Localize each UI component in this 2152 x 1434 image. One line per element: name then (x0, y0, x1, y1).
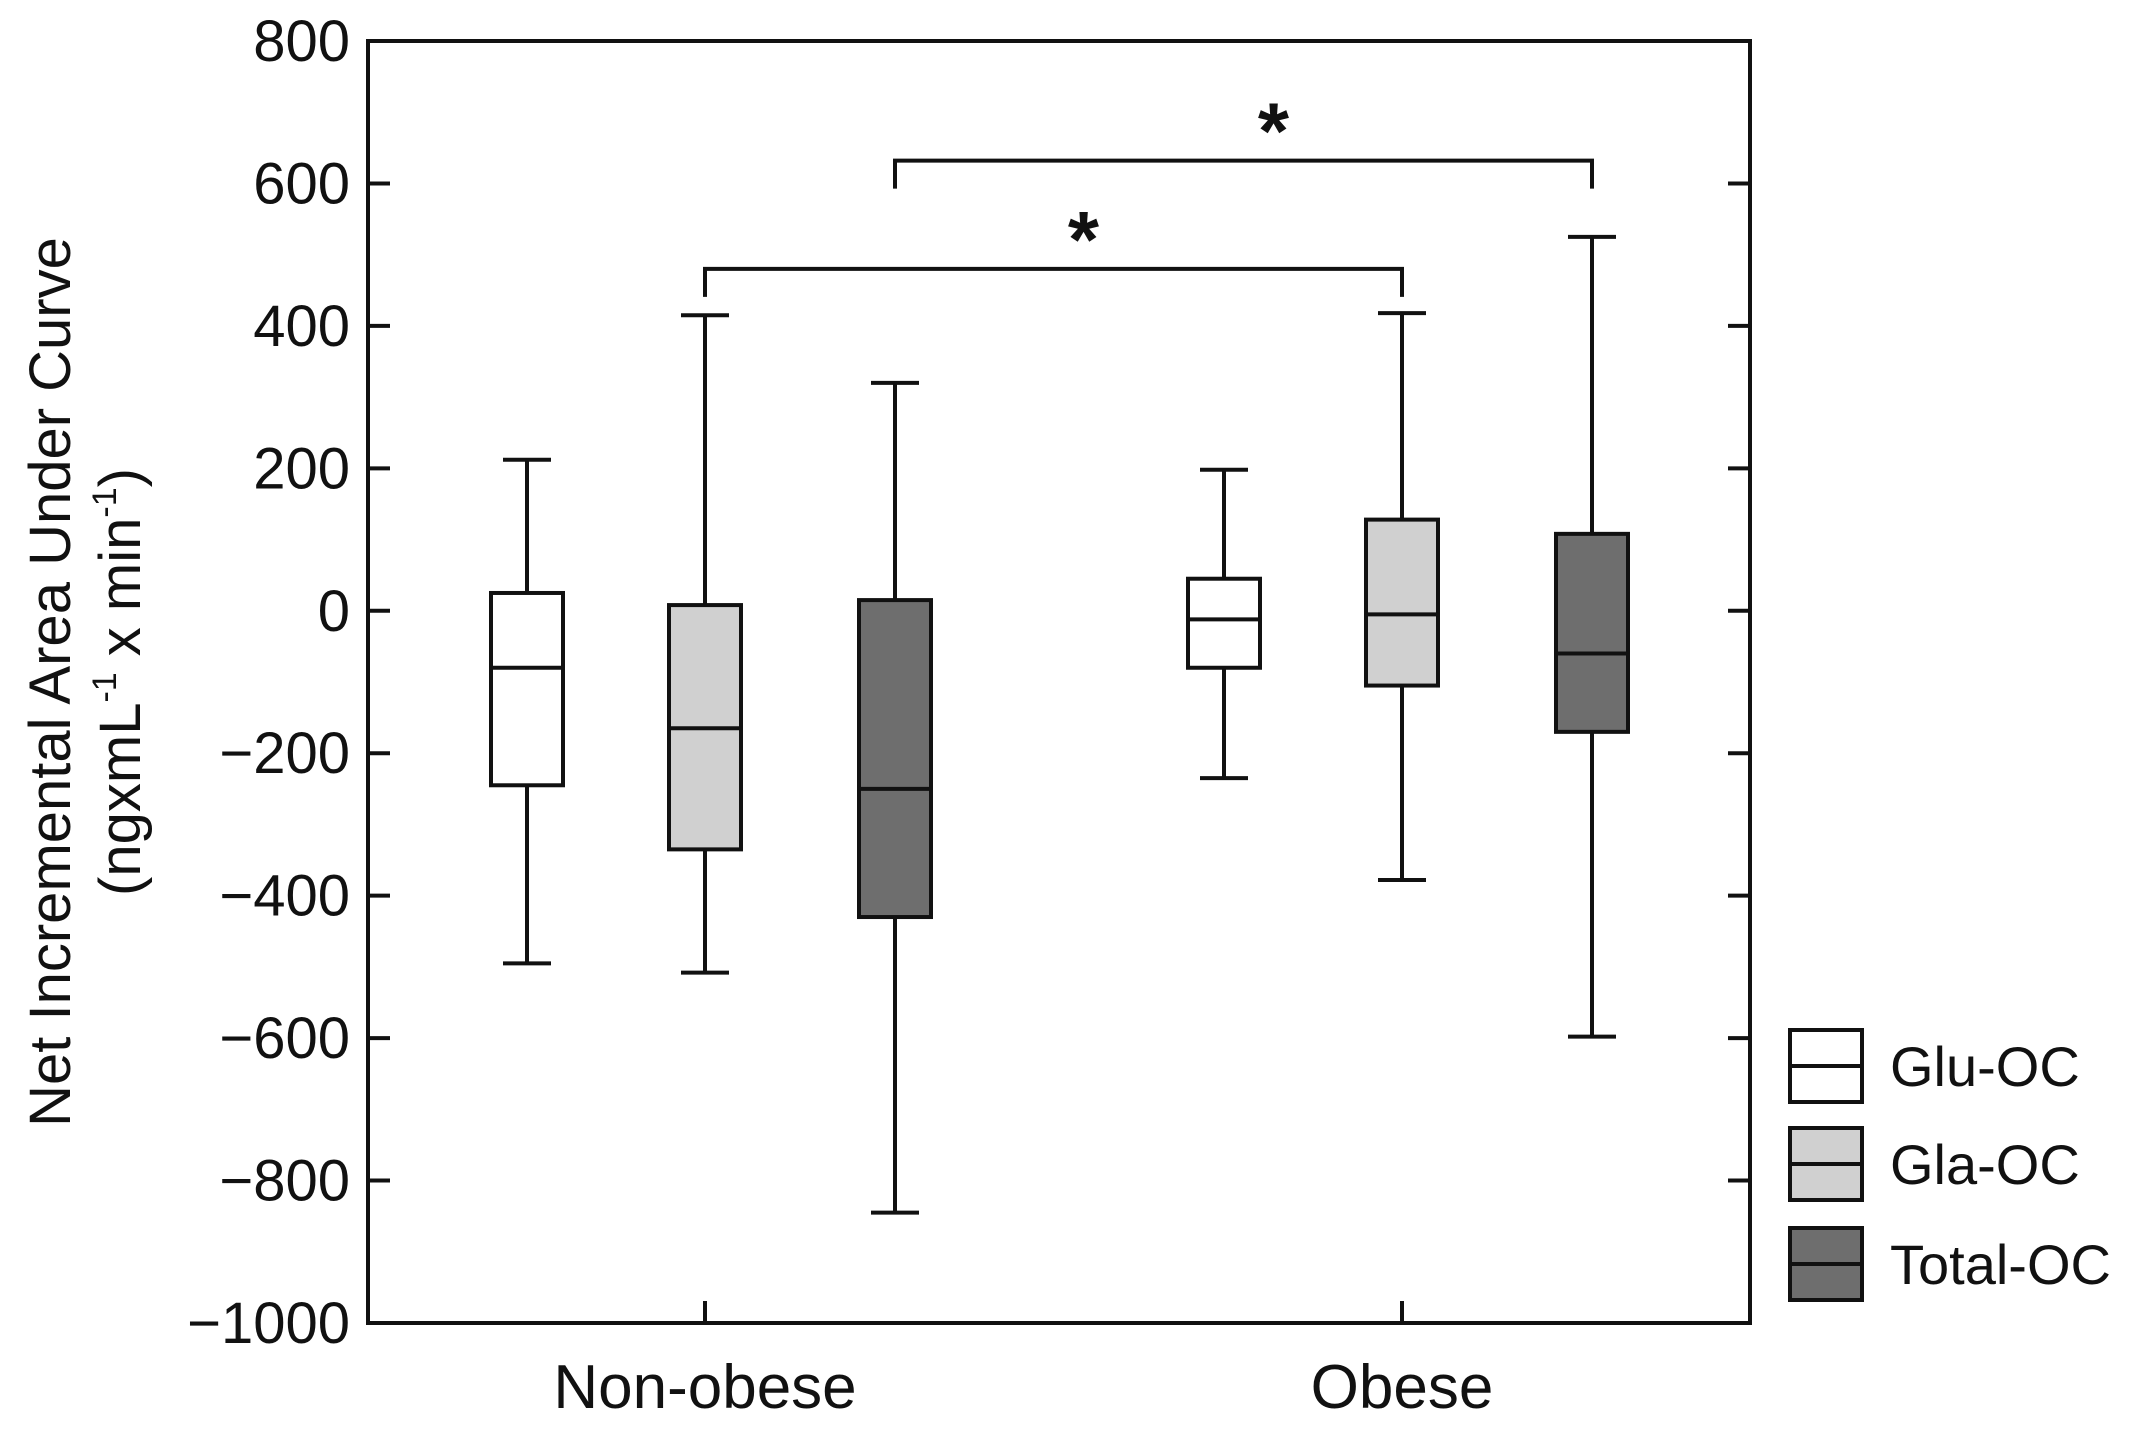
y-tick-label: −200 (219, 721, 350, 786)
box-iqr (859, 600, 931, 917)
y-axis-label-unit-post: ) (88, 468, 153, 487)
legend-item-gla-oc: Gla-OC (1790, 1128, 2080, 1200)
significance-bracket: * (705, 195, 1402, 297)
box-iqr (1366, 520, 1438, 686)
box-series (491, 237, 1628, 1213)
legend-label: Gla-OC (1890, 1133, 2080, 1196)
y-tick-label: 600 (253, 151, 350, 216)
y-axis-label-unit-mid: x min (88, 518, 153, 673)
box-gla-oc-obese (1366, 313, 1438, 880)
box-total-oc-obese (1556, 237, 1628, 1037)
y-tick-label: 400 (253, 294, 350, 359)
box-iqr (1556, 534, 1628, 732)
significance-star: * (1068, 195, 1100, 284)
y-axis-ticks (368, 41, 1750, 1323)
plot-area-frame (368, 41, 1750, 1323)
box-glu-oc-obese (1188, 470, 1260, 778)
x-axis-category-labels: Non-obese Obese (553, 1353, 1493, 1422)
significance-annotations: ** (705, 87, 1592, 297)
y-axis-tick-labels: 800 600 400 200 0 −200 −400 −600 −800 −1000 (187, 9, 350, 1356)
y-axis-label-sup1: -1 (86, 672, 124, 702)
y-axis-label: Net Incremental Area Under Curve (ngxmL-… (18, 237, 153, 1127)
legend-item-total-oc: Total-OC (1790, 1228, 2111, 1300)
y-tick-label: −400 (219, 864, 350, 929)
legend-item-glu-oc: Glu-OC (1790, 1030, 2080, 1102)
box-plot-chart: 800 600 400 200 0 −200 −400 −600 −800 −1000 Non-o… (0, 0, 2152, 1434)
y-tick-label: −800 (219, 1149, 350, 1214)
y-tick-label: −600 (219, 1006, 350, 1071)
box-total-oc-non-obese (859, 383, 931, 1213)
significance-star: * (1258, 87, 1290, 176)
legend-label: Total-OC (1890, 1233, 2111, 1296)
x-axis-ticks (705, 1301, 1402, 1323)
x-category-label-obese: Obese (1311, 1353, 1494, 1422)
box-glu-oc-non-obese (491, 460, 563, 964)
x-category-label-non-obese: Non-obese (553, 1353, 856, 1422)
y-axis-label-unit-pre: (ngxmL (88, 703, 153, 896)
y-tick-label: 0 (318, 579, 350, 644)
legend-label: Glu-OC (1890, 1035, 2080, 1098)
bracket-line (705, 269, 1402, 297)
y-tick-label: 200 (253, 436, 350, 501)
box-gla-oc-non-obese (669, 315, 741, 972)
y-tick-label: 800 (253, 9, 350, 74)
bracket-line (895, 161, 1592, 189)
y-axis-label-sup2: -1 (86, 487, 124, 517)
box-iqr (491, 593, 563, 785)
box-iqr (1188, 579, 1260, 668)
significance-bracket: * (895, 87, 1592, 189)
y-tick-label: −1000 (187, 1291, 350, 1356)
y-axis-label-line1: Net Incremental Area Under Curve (18, 237, 83, 1127)
y-axis-label-line2: (ngxmL-1 x min-1) (86, 468, 153, 896)
legend: Glu-OC Gla-OC Total-OC (1790, 1030, 2111, 1300)
